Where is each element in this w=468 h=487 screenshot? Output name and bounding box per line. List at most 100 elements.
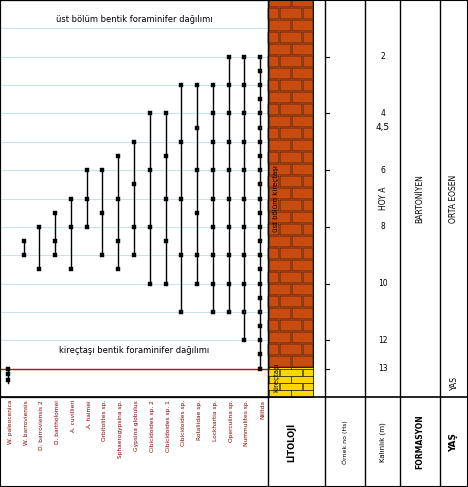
- Bar: [269, 283, 291, 295]
- Bar: [268, 175, 279, 187]
- Text: YAS: YAS: [449, 376, 459, 390]
- Text: 4,5: 4,5: [376, 123, 390, 132]
- Bar: [269, 367, 291, 369]
- Bar: [303, 343, 313, 355]
- Text: 13: 13: [378, 364, 388, 373]
- Bar: [269, 236, 291, 246]
- Bar: [268, 224, 279, 235]
- Bar: [268, 151, 279, 163]
- Bar: [303, 319, 313, 331]
- Bar: [292, 92, 313, 102]
- Bar: [280, 271, 302, 282]
- Bar: [292, 211, 313, 223]
- Text: LİTOLOJİ: LİTOLOJİ: [286, 422, 296, 462]
- Bar: [269, 43, 291, 55]
- Bar: [291, 367, 313, 369]
- Text: A. cuvillieri: A. cuvillieri: [71, 400, 76, 432]
- Text: BARTONİYEN: BARTONİYEN: [416, 174, 424, 223]
- Bar: [268, 296, 279, 306]
- Bar: [292, 356, 313, 367]
- Bar: [268, 0, 313, 367]
- Bar: [292, 236, 313, 246]
- Bar: [292, 139, 313, 150]
- Bar: [268, 7, 279, 19]
- Bar: [280, 370, 302, 375]
- Bar: [280, 104, 302, 114]
- Bar: [292, 307, 313, 318]
- Bar: [269, 260, 291, 270]
- Text: Örnek no (Hs): Örnek no (Hs): [342, 420, 348, 464]
- Bar: [303, 224, 313, 235]
- Bar: [269, 92, 291, 102]
- Bar: [269, 115, 291, 127]
- Bar: [292, 19, 313, 31]
- Bar: [269, 187, 291, 199]
- Bar: [302, 383, 313, 390]
- Bar: [0, 0, 268, 397]
- Bar: [269, 164, 291, 174]
- Bar: [303, 56, 313, 67]
- Bar: [291, 376, 313, 383]
- Bar: [291, 391, 313, 396]
- Bar: [268, 271, 279, 282]
- Text: 6: 6: [380, 166, 386, 175]
- Bar: [280, 224, 302, 235]
- Bar: [269, 211, 291, 223]
- Bar: [280, 247, 302, 259]
- Bar: [268, 247, 279, 259]
- Text: FORMASYON: FORMASYON: [416, 414, 424, 469]
- Text: üst bölüm bentik foraminifer dağılımı: üst bölüm bentik foraminifer dağılımı: [56, 16, 212, 24]
- Text: 12: 12: [378, 336, 388, 345]
- Bar: [292, 283, 313, 295]
- Bar: [268, 319, 279, 331]
- Text: kireçtaşı bentik foraminifer dağılımı: kireçtaşı bentik foraminifer dağılımı: [59, 346, 209, 355]
- Bar: [303, 200, 313, 210]
- Bar: [303, 247, 313, 259]
- Text: Cibicidoides sp. 1: Cibicidoides sp. 1: [166, 400, 170, 452]
- Bar: [303, 296, 313, 306]
- Bar: [269, 68, 291, 78]
- Text: Orbitolites sp.: Orbitolites sp.: [102, 400, 108, 441]
- Bar: [280, 7, 302, 19]
- Text: 10: 10: [378, 279, 388, 288]
- Bar: [280, 79, 302, 91]
- Bar: [303, 79, 313, 91]
- Text: Rotaliidae sp.: Rotaliidae sp.: [197, 400, 202, 440]
- Text: W. paleocenica: W. paleocenica: [8, 400, 13, 444]
- Bar: [269, 139, 291, 150]
- Bar: [292, 115, 313, 127]
- Text: A. haimei: A. haimei: [87, 400, 92, 428]
- Bar: [280, 296, 302, 306]
- Bar: [303, 271, 313, 282]
- Bar: [268, 104, 279, 114]
- Bar: [303, 7, 313, 19]
- Bar: [268, 343, 279, 355]
- Bar: [269, 356, 291, 367]
- Text: D. bartholomei: D. bartholomei: [55, 400, 60, 444]
- Text: 8: 8: [380, 223, 385, 231]
- Bar: [269, 332, 291, 342]
- Text: Cibicidoides sp.: Cibicidoides sp.: [181, 400, 186, 446]
- Bar: [280, 200, 302, 210]
- Bar: [269, 19, 291, 31]
- Bar: [280, 128, 302, 138]
- Text: YAŞ: YAŞ: [449, 432, 459, 451]
- Bar: [303, 151, 313, 163]
- Text: Nilitda: Nilitda: [260, 400, 265, 419]
- Bar: [280, 343, 302, 355]
- Text: kireçtaşı: kireçtaşı: [273, 362, 279, 392]
- Bar: [280, 56, 302, 67]
- Bar: [292, 0, 313, 6]
- Bar: [268, 128, 279, 138]
- Bar: [302, 370, 313, 375]
- Text: 4: 4: [380, 109, 386, 118]
- Bar: [269, 307, 291, 318]
- Bar: [280, 319, 302, 331]
- Bar: [280, 151, 302, 163]
- Text: Sphaerogypsina sp.: Sphaerogypsina sp.: [118, 400, 123, 458]
- Bar: [268, 383, 279, 390]
- Bar: [292, 68, 313, 78]
- Bar: [303, 104, 313, 114]
- Text: D. barroviensis 2: D. barroviensis 2: [39, 400, 44, 450]
- Text: üst bölüm kireçtaşı: üst bölüm kireçtaşı: [273, 165, 279, 232]
